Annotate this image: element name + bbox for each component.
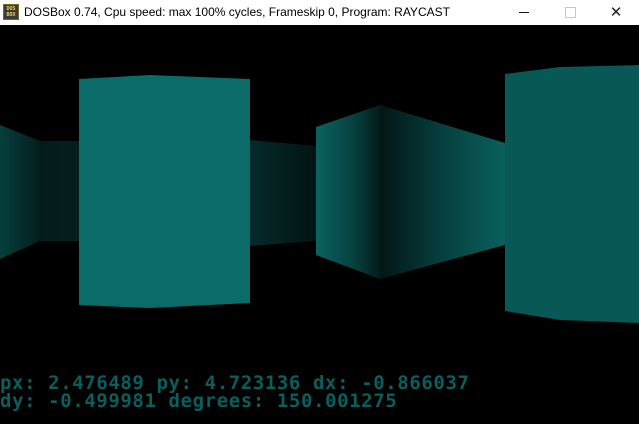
wall-left-edge bbox=[0, 125, 40, 259]
wall-corridor-left bbox=[40, 141, 79, 241]
wall-center-right-face bbox=[380, 105, 505, 279]
dosbox-app-icon[interactable]: DOS BOX bbox=[3, 4, 19, 20]
window-title: DOSBox 0.74, Cpu speed: max 100% cycles,… bbox=[24, 5, 450, 19]
minimize-icon bbox=[519, 12, 529, 13]
wall-block-1 bbox=[79, 75, 250, 308]
minimize-button[interactable] bbox=[501, 0, 547, 25]
maximize-icon bbox=[564, 7, 576, 18]
maximize-button[interactable] bbox=[547, 0, 593, 25]
hud-line-direction: dy: -0.499981 degrees: 150.001275 bbox=[0, 390, 398, 412]
close-icon: ✕ bbox=[609, 3, 623, 21]
wall-corridor-middle bbox=[250, 140, 316, 246]
hud-line-position: px: 2.476489 py: 4.723136 dx: -0.866037 bbox=[0, 372, 470, 394]
raycast-viewport[interactable]: px: 2.476489 py: 4.723136 dx: -0.866037 … bbox=[0, 25, 639, 424]
wall-block-2 bbox=[505, 65, 639, 323]
close-button[interactable]: ✕ bbox=[593, 0, 639, 25]
wall-center-left-face bbox=[316, 105, 380, 279]
title-bar[interactable]: DOS BOX DOSBox 0.74, Cpu speed: max 100%… bbox=[0, 0, 639, 25]
raycast-scene bbox=[0, 65, 639, 323]
